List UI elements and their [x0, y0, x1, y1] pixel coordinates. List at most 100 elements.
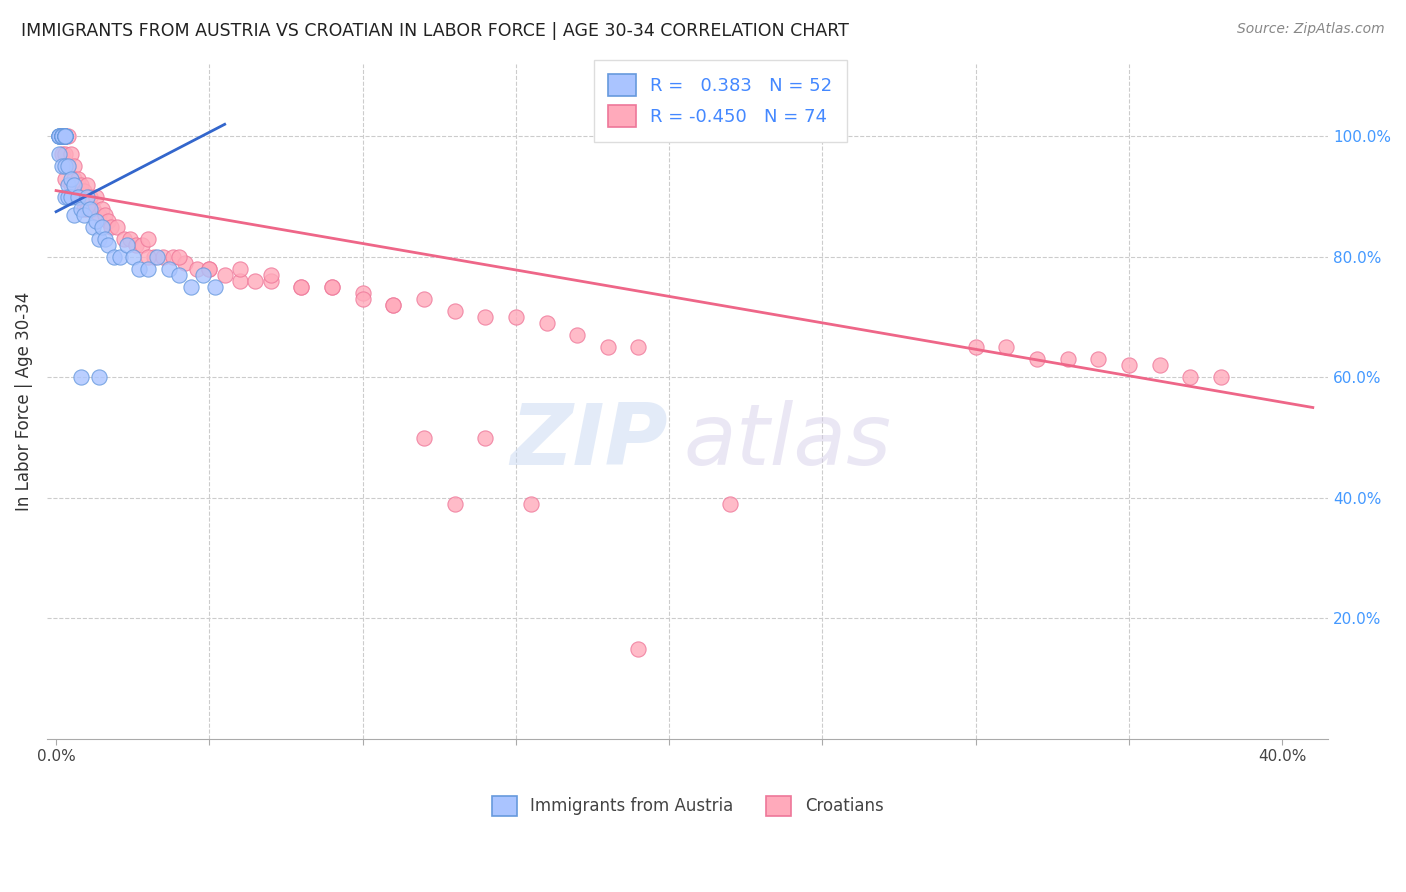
Point — [53, 129, 76, 144]
Point — [103, 250, 125, 264]
Point — [58, 129, 80, 144]
Point — [1149, 359, 1171, 373]
Point — [84, 213, 107, 227]
Point — [53, 129, 76, 144]
Point — [136, 232, 159, 246]
Point — [627, 340, 650, 354]
Point — [259, 274, 281, 288]
Text: Source: ZipAtlas.com: Source: ZipAtlas.com — [1237, 22, 1385, 37]
Text: atlas: atlas — [683, 401, 891, 483]
Point — [173, 256, 195, 270]
Point — [186, 261, 208, 276]
Point — [53, 189, 76, 203]
Point — [63, 171, 86, 186]
Point — [290, 280, 312, 294]
Point — [73, 184, 96, 198]
Point — [520, 497, 543, 511]
Point — [321, 280, 343, 294]
Point — [1209, 370, 1232, 384]
Point — [474, 310, 496, 325]
Point — [53, 160, 76, 174]
Point — [63, 160, 86, 174]
Point — [87, 370, 110, 384]
Point — [1180, 370, 1202, 384]
Point — [382, 298, 405, 312]
Point — [204, 280, 226, 294]
Point — [152, 250, 174, 264]
Point — [69, 370, 91, 384]
Point — [82, 219, 104, 234]
Point — [167, 250, 190, 264]
Point — [198, 261, 221, 276]
Point — [87, 232, 110, 246]
Point — [48, 129, 70, 144]
Point — [159, 261, 181, 276]
Point — [995, 340, 1018, 354]
Point — [76, 189, 98, 203]
Point — [76, 202, 98, 216]
Point — [53, 129, 76, 144]
Point — [53, 147, 76, 161]
Point — [412, 292, 434, 306]
Point — [97, 213, 120, 227]
Point — [193, 268, 215, 282]
Point — [965, 340, 987, 354]
Point — [48, 129, 70, 144]
Point — [66, 189, 89, 203]
Point — [352, 292, 374, 306]
Point — [48, 129, 70, 144]
Point — [91, 219, 114, 234]
Point — [162, 250, 184, 264]
Point — [136, 250, 159, 264]
Point — [128, 261, 150, 276]
Point — [136, 261, 159, 276]
Point — [412, 431, 434, 445]
Point — [112, 232, 135, 246]
Point — [121, 250, 143, 264]
Point — [180, 280, 202, 294]
Point — [720, 497, 742, 511]
Point — [63, 208, 86, 222]
Point — [69, 202, 91, 216]
Text: IMMIGRANTS FROM AUSTRIA VS CROATIAN IN LABOR FORCE | AGE 30-34 CORRELATION CHART: IMMIGRANTS FROM AUSTRIA VS CROATIAN IN L… — [21, 22, 849, 40]
Point — [259, 268, 281, 282]
Point — [94, 232, 117, 246]
Point — [321, 280, 343, 294]
Point — [51, 129, 73, 144]
Point — [167, 268, 190, 282]
Point — [125, 237, 148, 252]
Point — [48, 147, 70, 161]
Point — [443, 497, 465, 511]
Point — [53, 171, 76, 186]
Point — [118, 232, 141, 246]
Point — [69, 178, 91, 192]
Point — [51, 129, 73, 144]
Point — [1118, 359, 1140, 373]
Point — [97, 237, 120, 252]
Point — [143, 250, 166, 264]
Point — [51, 129, 73, 144]
Text: ZIP: ZIP — [510, 401, 668, 483]
Point — [76, 178, 98, 192]
Point — [60, 147, 83, 161]
Point — [115, 237, 138, 252]
Point — [567, 328, 589, 343]
Point — [596, 340, 619, 354]
Y-axis label: In Labor Force | Age 30-34: In Labor Force | Age 30-34 — [15, 292, 32, 511]
Point — [627, 641, 650, 656]
Point — [1056, 352, 1078, 367]
Point — [229, 261, 252, 276]
Point — [105, 219, 128, 234]
Point — [58, 189, 80, 203]
Point — [79, 189, 101, 203]
Point — [73, 208, 96, 222]
Point — [382, 298, 405, 312]
Point — [474, 431, 496, 445]
Point — [1026, 352, 1049, 367]
Point — [53, 129, 76, 144]
Point — [51, 147, 73, 161]
Point — [214, 268, 236, 282]
Point — [53, 129, 76, 144]
Point — [245, 274, 267, 288]
Point — [51, 129, 73, 144]
